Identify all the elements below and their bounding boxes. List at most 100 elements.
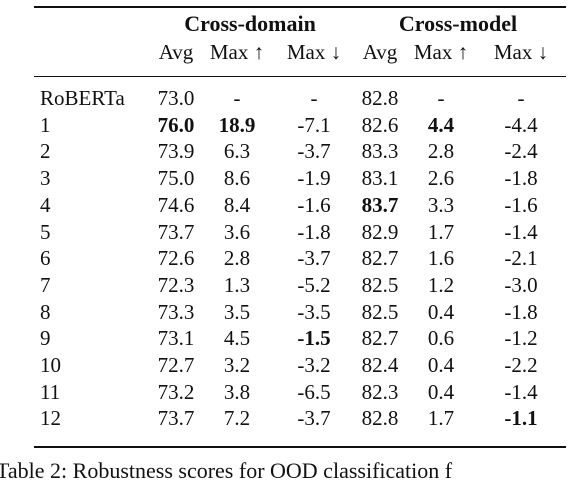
table-cell: 73.2 bbox=[157, 379, 195, 404]
subheader-1: Max ↑ bbox=[209, 40, 265, 64]
table-cell: - bbox=[437, 86, 445, 110]
table-cell: 82.7 bbox=[361, 326, 399, 351]
table-cell: 73.0 bbox=[157, 86, 195, 110]
table-cell: 8.6 bbox=[223, 166, 251, 191]
table-cell: 83.3 bbox=[361, 139, 399, 164]
table-cell: 82.4 bbox=[361, 353, 399, 377]
table-cell: 82.8 bbox=[361, 406, 399, 431]
row-label: 1 bbox=[40, 112, 51, 137]
table-cell: 82.3 bbox=[361, 379, 399, 404]
table-cell: 73.3 bbox=[157, 299, 195, 324]
table-cell: -1.4 bbox=[504, 379, 538, 404]
table-cell: 4.5 bbox=[223, 326, 251, 351]
subheader-5: Max ↓ bbox=[493, 40, 549, 64]
table-cell: -2.2 bbox=[504, 353, 538, 377]
row-label: 9 bbox=[40, 326, 51, 351]
table-cell: 0.4 bbox=[427, 353, 455, 377]
table-cell: 3.5 bbox=[223, 299, 251, 324]
row-label: 3 bbox=[40, 166, 51, 191]
table-cell: -1.6 bbox=[297, 192, 331, 217]
table-cell: 7.2 bbox=[223, 406, 251, 431]
table-cell: -3.7 bbox=[297, 406, 331, 431]
table-cell: 82.5 bbox=[361, 299, 399, 324]
table-cell: 2.8 bbox=[223, 246, 251, 271]
table-cell: -1.5 bbox=[297, 326, 331, 351]
table-cell: 0.4 bbox=[427, 299, 455, 324]
table-cell: -1.8 bbox=[504, 166, 538, 191]
row-label: 11 bbox=[40, 379, 61, 404]
table-cell: 3.2 bbox=[223, 353, 251, 377]
table-cell: -3.0 bbox=[504, 272, 538, 297]
table-cell: 0.4 bbox=[427, 379, 455, 404]
table-cell: 72.7 bbox=[157, 353, 195, 377]
table-cell: - bbox=[310, 86, 318, 110]
table-bottom-rule bbox=[34, 446, 566, 448]
table-cell: 72.3 bbox=[157, 272, 195, 297]
table-caption: Table 2: Robustness scores for OOD class… bbox=[0, 458, 453, 483]
table-top-rule bbox=[34, 6, 566, 8]
table-cell: -1.8 bbox=[504, 299, 538, 324]
table-cell: -3.2 bbox=[297, 353, 331, 377]
table-cell: -1.2 bbox=[504, 326, 538, 351]
group-header-cross-domain: Cross-domain bbox=[184, 11, 316, 36]
table-cell: 83.7 bbox=[361, 192, 399, 217]
row-label: 2 bbox=[40, 139, 51, 164]
table-cell: 2.6 bbox=[427, 166, 455, 191]
subheader-2: Max ↓ bbox=[286, 40, 342, 64]
table-cell: 82.8 bbox=[361, 86, 399, 110]
row-label: 8 bbox=[40, 299, 51, 324]
table-cell: -1.6 bbox=[504, 192, 538, 217]
table-cell: -3.7 bbox=[297, 246, 331, 271]
table-cell: -2.1 bbox=[504, 246, 538, 271]
table-cell: 3.8 bbox=[223, 379, 251, 404]
row-label: 5 bbox=[40, 219, 51, 244]
table-cell: -1.1 bbox=[504, 406, 538, 431]
table-cell: -5.2 bbox=[297, 272, 331, 297]
row-label: 10 bbox=[40, 353, 61, 377]
table-cell: 83.1 bbox=[361, 166, 399, 191]
group-header-cross-model: Cross-model bbox=[398, 11, 518, 36]
table-cell: 82.9 bbox=[361, 219, 399, 244]
table-cell: 1.3 bbox=[223, 272, 251, 297]
header-rule bbox=[34, 76, 566, 77]
table-cell: 75.0 bbox=[157, 166, 195, 191]
table-cell: 73.7 bbox=[157, 406, 195, 431]
table-cell: 1.2 bbox=[427, 272, 455, 297]
table-cell: 0.6 bbox=[427, 326, 455, 351]
table-cell: 73.1 bbox=[157, 326, 195, 351]
row-label: 4 bbox=[40, 192, 51, 217]
table-cell: 82.7 bbox=[361, 246, 399, 271]
table-cell: -4.4 bbox=[504, 112, 538, 137]
table-cell: 4.4 bbox=[427, 112, 455, 137]
table-cell: 82.5 bbox=[361, 272, 399, 297]
subheader-4: Max ↑ bbox=[413, 40, 469, 64]
table-cell: 72.6 bbox=[157, 246, 195, 271]
table-cell: 74.6 bbox=[157, 192, 195, 217]
table-cell: -3.5 bbox=[297, 299, 331, 324]
table-cell: -2.4 bbox=[504, 139, 538, 164]
table-cell: 82.6 bbox=[361, 112, 399, 137]
table-cell: 18.9 bbox=[218, 112, 256, 137]
table-cell: -7.1 bbox=[297, 112, 331, 137]
table-cell: -6.5 bbox=[297, 379, 331, 404]
subheader-3: Avg bbox=[362, 40, 398, 64]
table-cell: 8.4 bbox=[223, 192, 251, 217]
table-cell: - bbox=[233, 86, 241, 110]
table-cell: 3.6 bbox=[223, 219, 251, 244]
table-cell: 73.7 bbox=[157, 219, 195, 244]
table-cell: 1.6 bbox=[427, 246, 455, 271]
table-cell: 1.7 bbox=[427, 219, 455, 244]
table-cell: 6.3 bbox=[223, 139, 251, 164]
table-cell: 73.9 bbox=[157, 139, 195, 164]
subheader-0: Avg bbox=[158, 40, 194, 64]
table-cell: -1.4 bbox=[504, 219, 538, 244]
row-label: 12 bbox=[40, 406, 61, 431]
table-cell: - bbox=[517, 86, 525, 110]
table-cell: 3.3 bbox=[427, 192, 455, 217]
table-cell: -3.7 bbox=[297, 139, 331, 164]
row-label: 7 bbox=[40, 272, 51, 297]
table-cell: 2.8 bbox=[427, 139, 455, 164]
table-cell: 1.7 bbox=[427, 406, 455, 431]
row-label: RoBERTa bbox=[40, 86, 125, 110]
table-cell: -1.8 bbox=[297, 219, 331, 244]
